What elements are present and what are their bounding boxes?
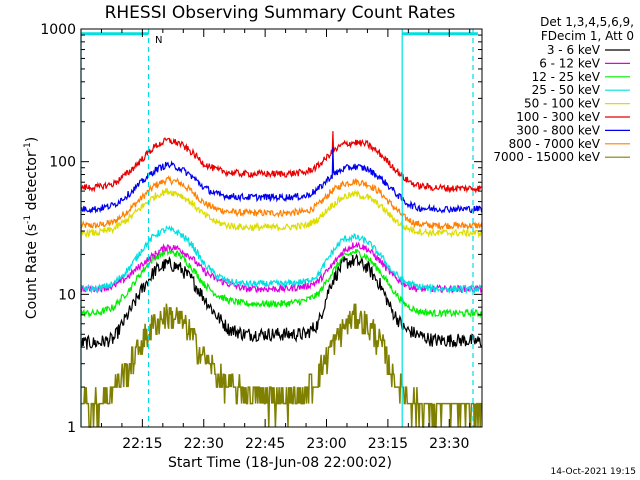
legend-label: 800 - 7000 keV xyxy=(509,137,601,151)
series-line xyxy=(81,303,482,428)
x-tick-label: 23:15 xyxy=(368,436,408,452)
legend: Det 1,3,4,5,6,9, FDecim 1, Att 0 3 - 6 k… xyxy=(493,15,634,164)
x-tick-label: 23:30 xyxy=(429,436,469,452)
legend-label: 100 - 300 keV xyxy=(516,110,600,124)
y-axis-title: Count Rate (s-1 detector-1) xyxy=(23,137,40,319)
x-axis-title: Start Time (18-Jun-08 22:00:02) xyxy=(168,455,392,471)
series-line xyxy=(80,147,483,214)
y-tick-labels: 1 10 100 1000 xyxy=(40,22,76,436)
series-line xyxy=(80,247,483,319)
chart-title: RHESSI Observing Summary Count Rates xyxy=(105,3,456,23)
x-tick-label: 23:00 xyxy=(306,436,346,452)
series-line xyxy=(80,241,483,294)
x-tick-label: 22:45 xyxy=(245,436,285,452)
legend-label: 7000 - 15000 keV xyxy=(493,150,600,164)
series-line xyxy=(80,131,482,194)
series-line xyxy=(80,253,483,350)
x-tick-labels: 22:15 22:30 22:45 23:00 23:15 23:30 xyxy=(122,436,469,452)
x-tick-label: 22:30 xyxy=(184,436,224,452)
series-line xyxy=(80,225,483,295)
legend-label: 6 - 12 keV xyxy=(539,56,601,70)
legend-label: 25 - 50 keV xyxy=(532,83,601,97)
legend-label: 300 - 800 keV xyxy=(516,123,600,137)
series-line xyxy=(80,175,483,231)
legend-label: 3 - 6 keV xyxy=(547,43,601,57)
y-tick-label: 1 xyxy=(67,420,76,436)
plot-series-layer xyxy=(80,131,483,428)
x-tick-label: 22:15 xyxy=(122,436,162,452)
series-line xyxy=(80,188,483,239)
date-stamp: 14-Oct-2021 19:15 xyxy=(551,467,636,477)
legend-label: 12 - 25 keV xyxy=(532,70,601,84)
y-tick-label: 10 xyxy=(58,287,76,303)
legend-header-line: FDecim 1, Att 0 xyxy=(541,29,634,43)
legend-label: 50 - 100 keV xyxy=(524,97,601,111)
axis-ticks xyxy=(80,28,482,428)
plot-frame xyxy=(80,28,483,428)
y-tick-label: 1000 xyxy=(40,22,76,38)
legend-header-line: Det 1,3,4,5,6,9, xyxy=(540,15,634,29)
y-tick-label: 100 xyxy=(49,155,76,171)
status-bar-label: N xyxy=(155,35,162,46)
